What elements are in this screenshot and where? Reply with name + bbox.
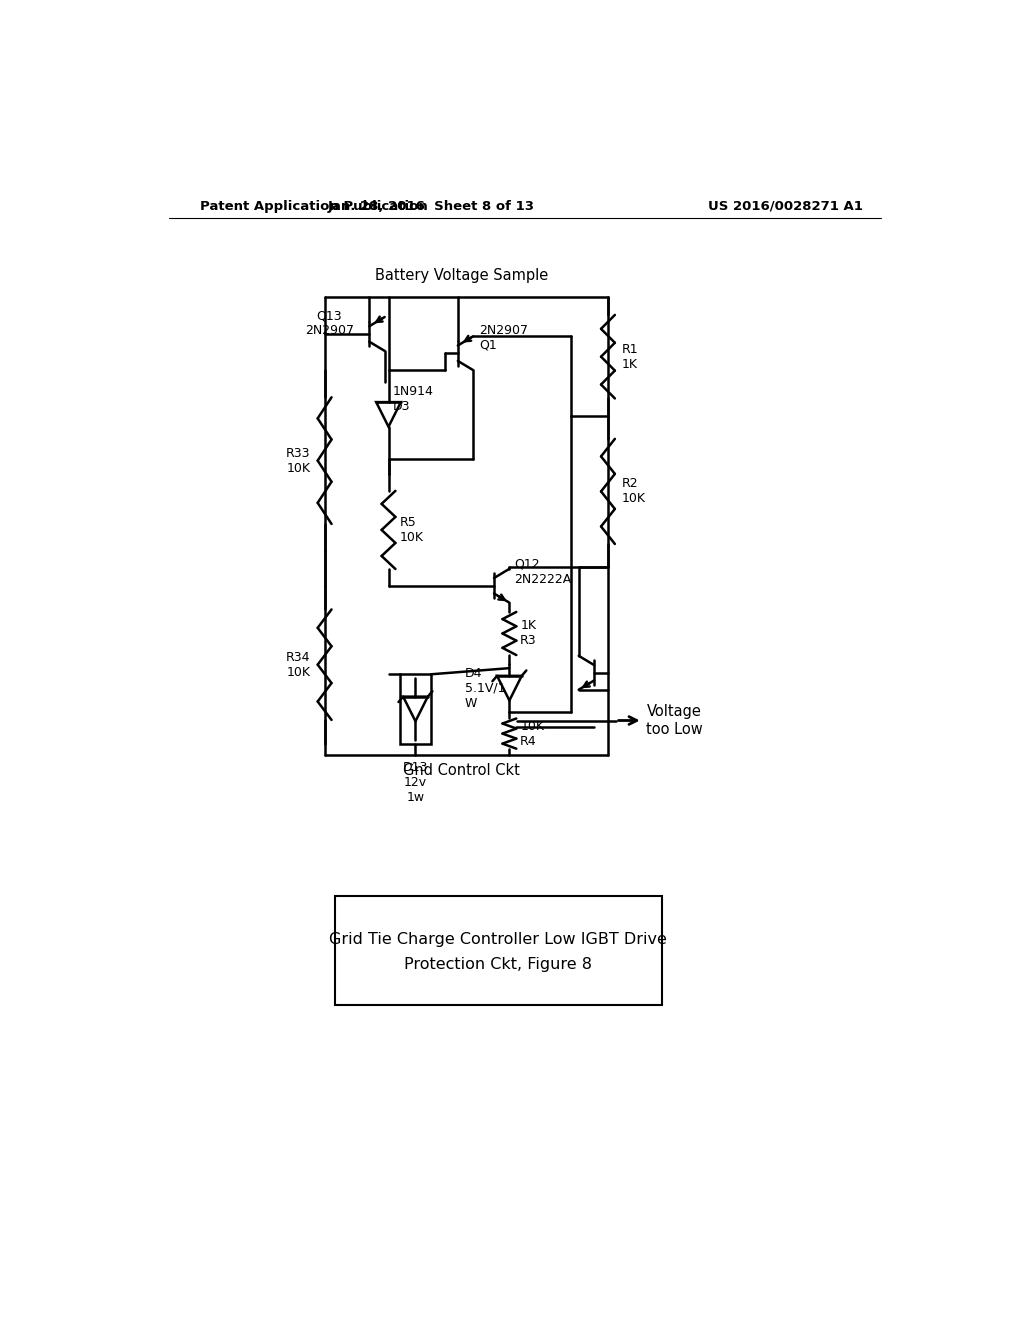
Text: Jan. 28, 2016  Sheet 8 of 13: Jan. 28, 2016 Sheet 8 of 13 [328,199,535,213]
Text: D13
12v
1w: D13 12v 1w [402,760,428,804]
Text: R34
10K: R34 10K [287,651,310,678]
Text: Gnd Control Ckt: Gnd Control Ckt [403,763,520,777]
Text: R5
10K: R5 10K [399,516,423,544]
Text: R1
1K: R1 1K [622,343,638,371]
Text: R33
10K: R33 10K [287,446,310,475]
Text: US 2016/0028271 A1: US 2016/0028271 A1 [708,199,863,213]
Text: Grid Tie Charge Controller Low IGBT Drive: Grid Tie Charge Controller Low IGBT Driv… [330,932,668,948]
Text: R2
10K: R2 10K [622,478,646,506]
Text: 1K
R3: 1K R3 [520,619,537,648]
Text: D4
5.1V/1
W: D4 5.1V/1 W [465,667,505,710]
Text: Q13
2N2907: Q13 2N2907 [305,309,353,337]
Text: Protection Ckt, Figure 8: Protection Ckt, Figure 8 [404,957,592,972]
Text: Q12
2N2222A: Q12 2N2222A [514,558,571,586]
Text: 10K
R4: 10K R4 [520,719,544,747]
Text: 1N914
D3: 1N914 D3 [393,385,434,413]
Text: Voltage
too Low: Voltage too Low [646,705,703,737]
Text: Patent Application Publication: Patent Application Publication [200,199,428,213]
Text: 2N2907
Q1: 2N2907 Q1 [479,323,528,352]
Text: Battery Voltage Sample: Battery Voltage Sample [375,268,548,282]
